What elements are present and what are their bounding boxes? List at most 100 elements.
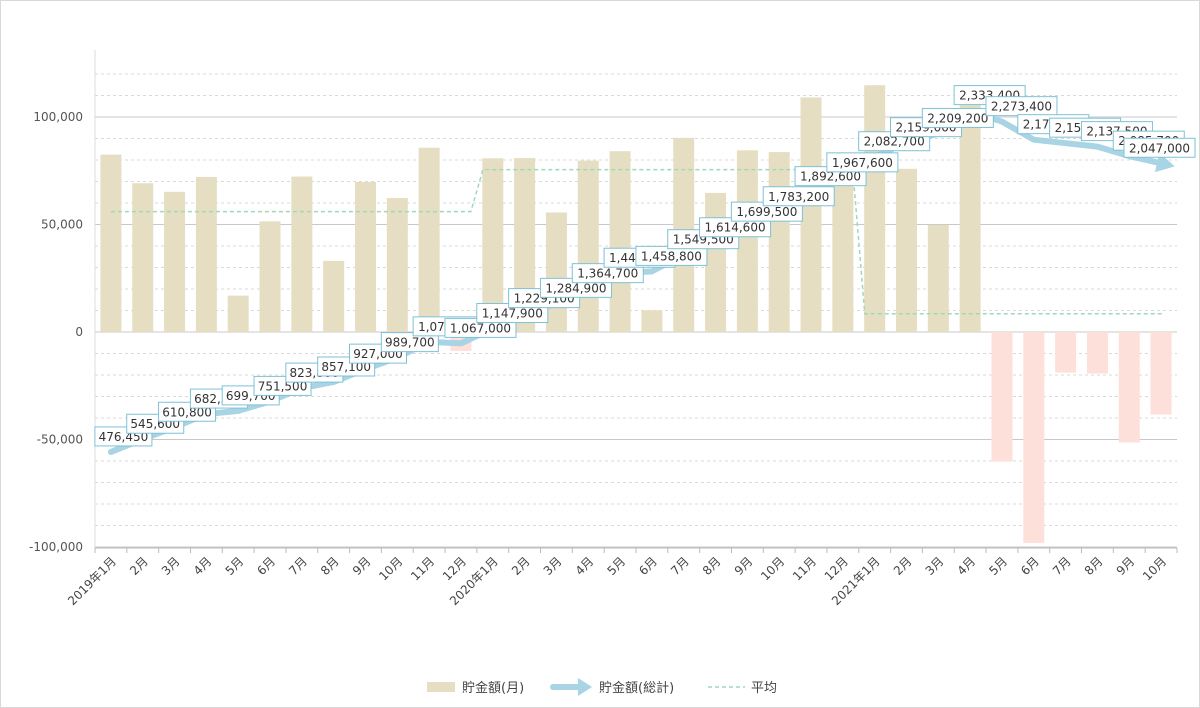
data-label-text: 2,209,200 [927, 111, 988, 125]
bar [291, 176, 313, 332]
x-tick-label: 4月 [954, 554, 978, 578]
bar [418, 147, 440, 332]
x-tick-label: 7月 [668, 554, 692, 578]
data-label-text: 1,614,600 [705, 221, 766, 235]
x-tick-label: 10月 [1140, 554, 1169, 583]
x-tick-label: 9月 [1114, 554, 1138, 578]
data-label-text: 1,364,700 [577, 267, 638, 281]
bar [705, 192, 727, 332]
data-label-text: 1,067,000 [450, 321, 511, 335]
data-label-text: 1,458,800 [641, 249, 702, 263]
total-data-label: 1,967,600 [826, 152, 899, 173]
data-label-box [380, 332, 439, 353]
x-tick-label: 2019年1月 [65, 554, 119, 608]
x-tick-label: 9月 [350, 554, 374, 578]
bar [323, 260, 345, 332]
bar [609, 151, 631, 332]
y-tick-label: 0 [75, 325, 83, 339]
bar [1118, 332, 1140, 443]
data-label-box [1123, 137, 1196, 158]
total-data-label: 1,458,800 [635, 245, 708, 266]
x-tick-label: 6月 [1018, 554, 1042, 578]
bar [577, 160, 599, 332]
x-tick-label: 5月 [223, 554, 247, 578]
x-tick-label: 9月 [732, 554, 756, 578]
x-tick-label: 8月 [318, 554, 342, 578]
legend-label-monthly: 貯金額(月) [462, 680, 524, 696]
data-label-text: 2,047,000 [1129, 141, 1190, 155]
data-label-box [762, 186, 835, 207]
data-label-text: 2,273,400 [991, 100, 1052, 114]
bar [736, 150, 758, 332]
x-tick-label: 12月 [440, 554, 469, 583]
x-tick-label: 10月 [758, 554, 787, 583]
x-tick-label: 7月 [1050, 554, 1074, 578]
x-tick-label: 6月 [254, 554, 278, 578]
bar [100, 154, 122, 332]
bar [1055, 332, 1077, 373]
x-tick-label: 2月 [127, 554, 151, 578]
bar [1023, 332, 1045, 543]
total-data-label: 1,783,200 [762, 186, 835, 207]
average-series [110, 168, 1164, 315]
x-tick-label: 10月 [376, 554, 405, 583]
legend-swatch-monthly [427, 682, 455, 692]
x-tick-label: 5月 [604, 554, 628, 578]
y-tick-label: 50,000 [41, 218, 83, 232]
x-tick-label: 3月 [923, 554, 947, 578]
y-tick-label: -50,000 [37, 433, 83, 447]
bar [482, 158, 504, 332]
bar [927, 224, 949, 332]
x-tick-label: 12月 [822, 554, 851, 583]
total-data-label: 2,047,000 [1123, 137, 1196, 158]
data-label-text: 1,147,900 [482, 307, 543, 321]
data-label-text: 1,783,200 [768, 190, 829, 204]
x-tick-label: 3月 [159, 554, 183, 578]
data-label-text: 610,800 [162, 405, 212, 419]
bar [1150, 332, 1172, 415]
x-tick-label: 11月 [790, 554, 819, 583]
bar [227, 295, 249, 332]
x-tick-label: 8月 [1082, 554, 1106, 578]
y-tick-label: -100,000 [29, 540, 83, 554]
bar [355, 181, 376, 332]
data-labels: 476,450545,600610,800682,500699,700751,5… [94, 85, 1196, 447]
x-tick-label: 8月 [700, 554, 724, 578]
bar [259, 221, 281, 332]
x-tick-label: 4月 [573, 554, 597, 578]
total-data-label: 989,700 [380, 332, 439, 353]
x-tick-label: 6月 [636, 554, 660, 578]
total-data-label: 1,699,500 [730, 201, 803, 222]
data-label-text: 2,082,700 [864, 135, 925, 149]
legend-label-total: 貯金額(総計) [599, 680, 674, 696]
x-tick-label: 5月 [986, 554, 1010, 578]
legend: 貯金額(月) 貯金額(総計) 平均 [427, 678, 777, 696]
data-label-box [921, 107, 994, 128]
bar [768, 152, 790, 332]
data-label-text: 1,699,500 [736, 205, 797, 219]
total-data-label: 2,273,400 [985, 96, 1058, 117]
bar [800, 97, 822, 332]
data-label-text: 1,892,600 [800, 170, 861, 184]
x-tick-label: 11月 [408, 554, 437, 583]
y-axis-ticks: 100,000 50,000 0 -50,000 -100,000 [29, 110, 83, 554]
average-line [110, 168, 1164, 315]
bar [832, 170, 854, 332]
bar [641, 310, 663, 332]
legend-swatch-total-arrow [578, 678, 592, 696]
total-data-label: 1,614,600 [699, 217, 772, 238]
x-tick-label: 3月 [541, 554, 565, 578]
data-label-text: 1,284,900 [545, 281, 606, 295]
data-label-text: 1,967,600 [832, 156, 893, 170]
data-label-text: 751,500 [258, 379, 308, 393]
bar [959, 94, 981, 333]
legend-label-average: 平均 [751, 681, 777, 696]
total-data-label: 1,364,700 [571, 263, 644, 284]
total-data-label: 2,209,200 [921, 107, 994, 128]
bar [864, 85, 886, 333]
bar [896, 168, 917, 332]
data-label-text: 989,700 [385, 336, 435, 350]
x-tick-label: 2月 [891, 554, 915, 578]
